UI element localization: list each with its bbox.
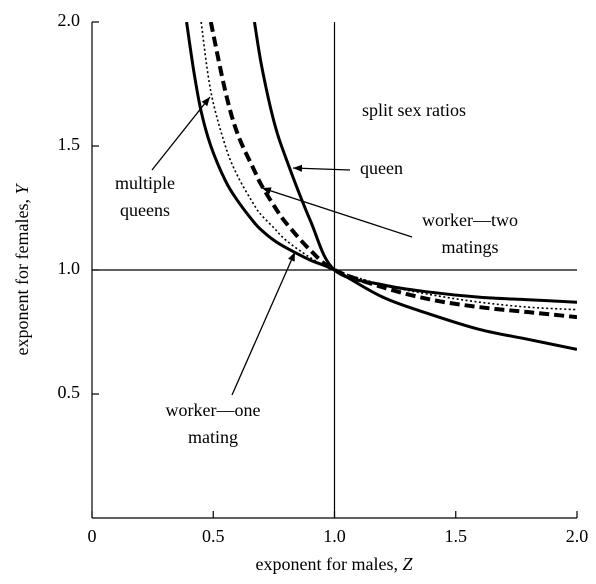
curves (185, 22, 577, 351)
y-axis-label-var: Y (12, 183, 32, 195)
annotation: worker—one (166, 400, 261, 420)
arrow (261, 187, 413, 238)
curve (252, 22, 577, 304)
arrow (292, 164, 351, 172)
curve (185, 22, 577, 351)
y-tick-label: 2.0 (58, 10, 81, 30)
x-tick-label: 0.5 (202, 526, 225, 546)
arrow (151, 96, 211, 171)
annotation: matings (442, 237, 499, 257)
annotation: queens (120, 200, 170, 220)
annotation: split sex ratios (362, 100, 466, 120)
arrow (231, 251, 296, 396)
annotation: worker—two (422, 210, 518, 230)
annotation: multiple (115, 173, 175, 193)
annotation: queen (360, 158, 403, 178)
x-tick-label: 1.0 (323, 526, 346, 546)
x-tick-label: 1.5 (445, 526, 468, 546)
y-axis-label: exponent for females, Y (12, 183, 32, 356)
x-tick-label: 0 (88, 526, 97, 546)
annotation: mating (188, 427, 238, 447)
x-tick-label: 2.0 (566, 526, 589, 546)
x-axis-label-text: exponent for males, (256, 554, 403, 574)
y-tick-label: 1.0 (58, 258, 81, 278)
x-axis-label-var: Z (402, 554, 413, 574)
x-axis-label: exponent for males, Z (256, 554, 414, 574)
curve (200, 22, 577, 311)
y-axis-label-text: exponent for females, (12, 195, 32, 356)
y-tick-label: 0.5 (58, 382, 81, 402)
curve (208, 22, 577, 320)
y-tick-label: 1.5 (58, 134, 81, 154)
